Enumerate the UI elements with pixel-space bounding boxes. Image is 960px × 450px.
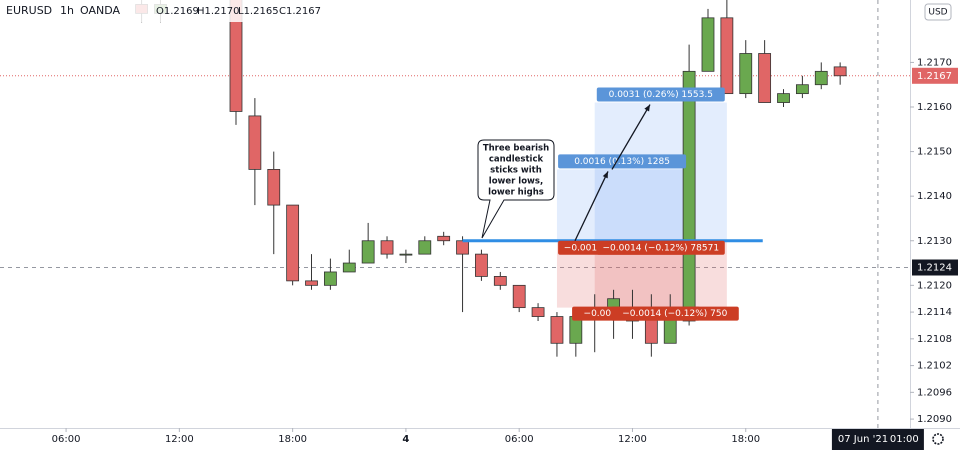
x-tick-label: 12:00 — [618, 434, 647, 445]
candle-body — [267, 169, 281, 206]
callout-text: sticks with — [490, 166, 542, 176]
candle-body — [682, 70, 696, 322]
settings-icon[interactable] — [932, 433, 944, 445]
candle-body — [512, 284, 526, 309]
stop-label: −0.0014 (−0.12%) 750 — [622, 309, 727, 319]
source: OANDA — [80, 4, 120, 17]
arrow-line — [574, 171, 609, 242]
symbol: EURUSD — [6, 4, 52, 17]
candle-body — [305, 280, 318, 286]
candle-body — [456, 240, 469, 255]
candle-body — [475, 253, 488, 277]
candle-body — [323, 271, 337, 286]
callout-text: candlestick — [489, 155, 544, 165]
callout-box — [477, 139, 555, 239]
candle-body — [701, 17, 715, 72]
candle-body — [399, 253, 413, 256]
arrow-head — [644, 104, 650, 112]
ohlc-value: O1.2169 — [156, 6, 199, 17]
candle-body — [814, 70, 828, 86]
center-label: −0.0014 (−0.12%) 78571 — [603, 243, 720, 253]
arrow-line — [611, 104, 651, 170]
plot: 0.0016 (0.13%) 1285 −0.0014 (−0.12%) 7857… — [0, 0, 910, 428]
ohlc-value: L1.2165 — [238, 6, 279, 17]
x-tick-label: 12:00 — [165, 434, 194, 445]
last-price-tag — [912, 67, 958, 84]
y-tick-label: 1.2160 — [917, 102, 952, 113]
candle-body — [550, 316, 564, 344]
y-tick-label: 1.2170 — [917, 57, 952, 68]
x-tick-label: 18:00 — [731, 434, 760, 445]
candle-body — [229, 0, 243, 112]
crosshair-price-tag — [912, 259, 958, 276]
y-tick-label: 1.2130 — [917, 236, 952, 247]
stop-label-bg — [610, 306, 739, 321]
crosshair-price-label: 1.2124 — [917, 263, 952, 274]
candle-body — [531, 307, 545, 317]
crosshair-time-tag — [831, 429, 924, 450]
y-tick-label: 1.2102 — [917, 361, 952, 372]
candle-body — [248, 115, 262, 170]
currency: USD — [928, 8, 947, 18]
ohlc-value: C1.2167 — [279, 6, 321, 17]
target-label-bg — [596, 87, 725, 102]
y-tick-label: 1.2096 — [917, 387, 952, 398]
y-tick-label: 1.2108 — [917, 334, 952, 345]
profit-zone — [594, 102, 727, 241]
candle-body — [833, 66, 847, 77]
profit-zone — [556, 169, 688, 241]
candle-body — [795, 84, 809, 95]
candle-body — [493, 276, 507, 286]
interval: 1h — [60, 4, 74, 17]
last-price-label: 1.2167 — [917, 71, 952, 82]
target-label-bg — [558, 154, 687, 169]
center-label-bg — [596, 240, 725, 255]
y-tick-label: 1.2140 — [917, 191, 952, 202]
candle-body — [286, 204, 300, 282]
candle-body — [418, 240, 432, 255]
y-tick-label: 1.2120 — [917, 280, 952, 291]
y-tick-label: 1.2150 — [917, 147, 952, 158]
callout-text: lower highs — [488, 188, 544, 198]
ohlc-value: H1.2170 — [197, 6, 240, 17]
x-tick-label: 06:00 — [505, 434, 534, 445]
x-tick-label: 06:00 — [52, 434, 81, 445]
candle-body — [739, 53, 753, 95]
candle-body — [361, 240, 375, 264]
candle-body — [777, 93, 790, 103]
target-label: 0.0031 (0.26%) 1553.5 — [609, 90, 713, 100]
candle-body — [720, 17, 734, 95]
crosshair-date: 07 Jun '21 — [838, 434, 888, 445]
candle-body — [437, 235, 451, 242]
candle-body — [758, 53, 772, 103]
target-label: 0.0016 (0.13%) 1285 — [574, 157, 670, 167]
arrow-head — [602, 171, 608, 179]
x-tick-label: 18:00 — [278, 434, 307, 445]
candle-body — [380, 240, 394, 255]
callout-text: Three bearish — [483, 144, 549, 154]
callout-text: lower lows, — [489, 177, 543, 187]
x-tick-label: 4 — [402, 434, 409, 445]
candle-body — [342, 262, 356, 273]
y-tick-label: 1.2090 — [917, 414, 952, 425]
y-tick-label: 1.2114 — [917, 307, 952, 318]
crosshair-time: 01:00 — [890, 434, 919, 445]
header-bg — [0, 0, 380, 22]
currency-box — [924, 3, 952, 21]
